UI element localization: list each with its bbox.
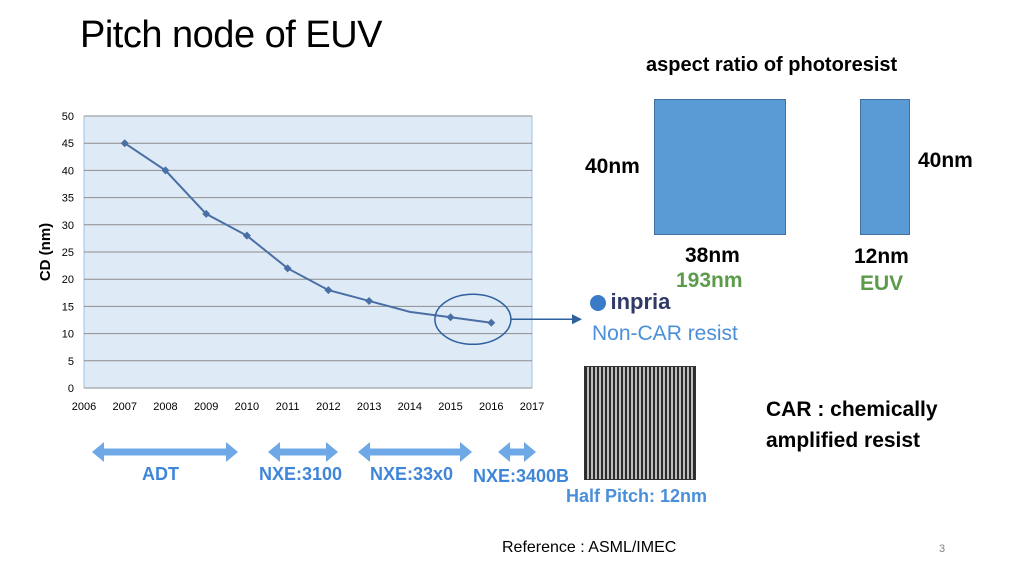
data-point [202, 209, 211, 218]
data-point [120, 139, 129, 148]
sem-line-pattern-image [584, 366, 696, 480]
x-tick-label: 2011 [276, 401, 300, 413]
y-tick-label: 40 [62, 165, 74, 177]
x-tick-label: 2008 [153, 401, 177, 413]
tool-label-nxe3100: NXE:3100 [259, 464, 343, 484]
tool-label-nxe33x0: NXE:33x0 [370, 464, 454, 484]
y-tick-label: 45 [62, 138, 74, 150]
y-tick-label: 30 [62, 220, 74, 232]
right-width-label: 12nm [854, 245, 909, 268]
slide-title: Pitch node of EUV [80, 14, 383, 56]
x-tick-label: 2017 [520, 401, 544, 413]
x-tick-label: 2016 [479, 401, 503, 413]
x-tick-label: 2012 [316, 401, 340, 413]
inpria-logo: inpria [590, 289, 670, 315]
right-source-label: EUV [860, 272, 904, 295]
left-source-label: 193nm [676, 269, 743, 292]
inpria-dot-icon [590, 295, 606, 311]
resist-block-193nm [654, 99, 786, 235]
y-tick-label: 35 [62, 193, 74, 205]
data-point [446, 313, 455, 322]
x-tick-label: 2014 [398, 401, 422, 413]
arrow-nxe33x0 [358, 442, 472, 462]
data-point [283, 264, 292, 273]
inpria-subtitle: Non-CAR resist [592, 322, 738, 345]
data-point [161, 166, 170, 175]
arrow-nxe3400b [498, 442, 536, 462]
x-tick-label: 2013 [357, 401, 381, 413]
y-tick-label: 0 [68, 383, 74, 395]
y-axis-label: CD (nm) [37, 223, 54, 281]
arrow-nxe3100 [268, 442, 338, 462]
right-height-label: 40nm [918, 149, 973, 172]
car-note: CAR : chemically amplified resist [766, 394, 938, 456]
y-tick-label: 50 [62, 111, 74, 123]
tool-label-adt: ADT [142, 464, 179, 484]
y-tick-label: 5 [68, 356, 74, 368]
x-tick-label: 2010 [235, 401, 259, 413]
resist-block-euv [860, 99, 910, 235]
left-width-label: 38nm [685, 244, 740, 267]
data-point [487, 318, 496, 327]
x-tick-label: 2007 [112, 401, 136, 413]
data-point [242, 231, 251, 240]
page-number: 3 [939, 543, 946, 555]
y-tick-label: 10 [62, 329, 74, 341]
inpria-logo-text: inpria [610, 289, 671, 314]
reference-footer: Reference : ASML/IMEC [502, 539, 677, 556]
car-note-line1: CAR : chemically [766, 398, 938, 421]
x-tick-label: 2015 [438, 401, 462, 413]
x-tick-label: 2009 [194, 401, 218, 413]
tool-label-nxe3400b: NXE:3400B [473, 466, 570, 486]
arrow-adt [92, 442, 238, 462]
y-tick-label: 15 [62, 301, 74, 313]
annotation-arrow-head [572, 314, 582, 325]
y-tick-label: 25 [62, 247, 74, 259]
y-tick-label: 20 [62, 274, 74, 286]
x-tick-label: 2006 [72, 401, 96, 413]
car-note-line2: amplified resist [766, 429, 921, 452]
half-pitch-caption: Half Pitch: 12nm [566, 486, 708, 506]
aspect-ratio-title: aspect ratio of photoresist [646, 54, 898, 76]
left-height-label: 40nm [585, 155, 640, 178]
data-point [324, 286, 333, 295]
series-line [124, 142, 492, 324]
data-point [365, 296, 374, 305]
